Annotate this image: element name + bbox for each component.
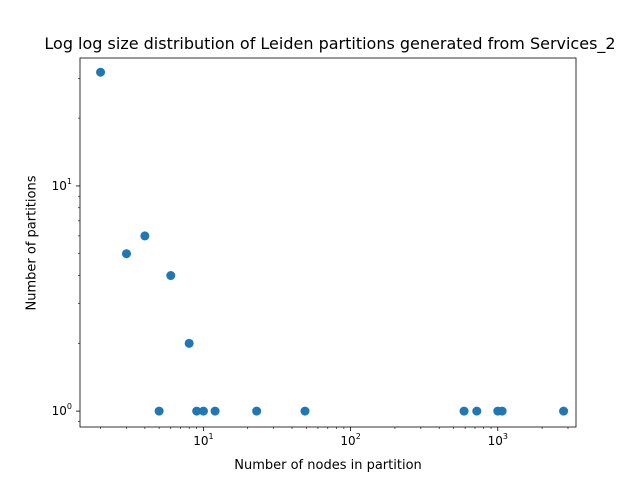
y-tick-label: 101 [52,177,72,193]
x-axis-label: Number of nodes in partition [234,458,422,473]
data-point [154,406,164,416]
data-point [559,406,569,416]
data-point [96,67,106,77]
y-tick-label: 100 [52,402,72,418]
data-point [192,406,202,416]
data-point [140,231,150,241]
data-point [166,271,176,281]
x-tick-label: 101 [193,432,213,448]
data-point [472,406,482,416]
data-point [300,406,310,416]
y-axis-label: Number of partitions [24,175,40,311]
data-point [121,249,131,259]
data-point [210,406,220,416]
x-tick-label: 103 [488,432,508,448]
data-point [184,338,194,348]
x-tick-label: 102 [340,432,360,448]
data-point [459,406,469,416]
chart-title: Log log size distribution of Leiden part… [44,34,616,53]
data-point [252,406,262,416]
data-point [497,406,507,416]
data-point [198,406,208,416]
plot-frame [79,57,577,428]
